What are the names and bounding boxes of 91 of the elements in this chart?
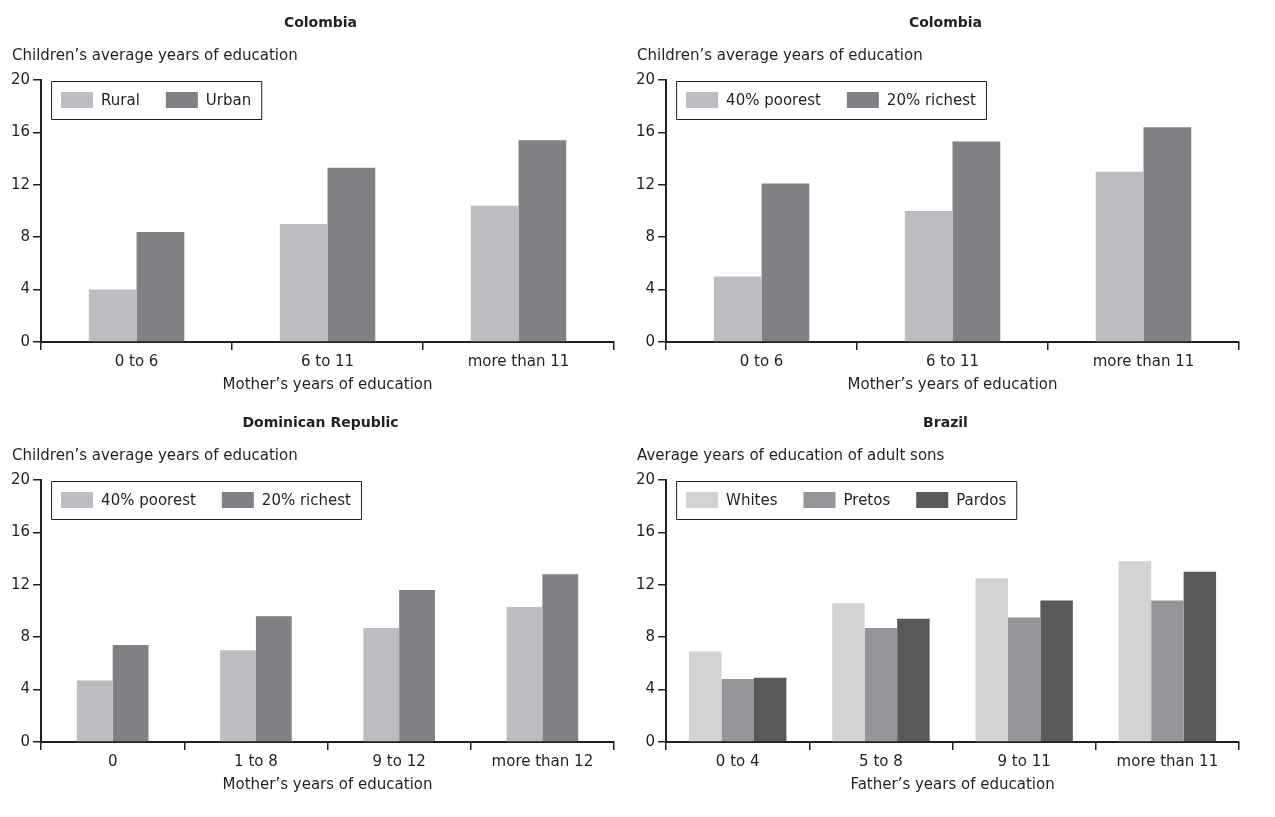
x-tick-label: 0 to 6 [739, 351, 784, 370]
x-tick-label: more than 12 [491, 751, 594, 770]
y-axis-title: Children’s average years of education [637, 46, 924, 66]
bar [470, 205, 519, 342]
x-axis-title: Mother’s years of education [222, 774, 433, 793]
x-axis-title: Father’s years of education [850, 774, 1055, 793]
y-tick-label: 4 [645, 679, 656, 698]
y-tick-label: 12 [10, 574, 31, 593]
y-tick-label: 20 [10, 469, 31, 488]
x-tick-label: 1 to 8 [234, 751, 278, 770]
bar [255, 616, 292, 742]
y-tick-label: 4 [20, 279, 31, 298]
x-tick-label: 9 to 12 [372, 751, 426, 770]
y-tick-label: 4 [645, 279, 656, 298]
y-tick-label: 12 [635, 574, 656, 593]
bar [975, 578, 1008, 742]
x-tick-label: more than 11 [1092, 351, 1195, 370]
y-tick-label: 16 [635, 122, 656, 141]
bar [1095, 171, 1144, 342]
bar [721, 679, 754, 742]
legend-label: Pretos [843, 490, 891, 509]
x-tick-label: 6 to 11 [925, 351, 980, 370]
y-tick-label: 16 [10, 122, 31, 141]
bar [76, 680, 113, 742]
bar [399, 590, 435, 742]
legend-label: Rural [101, 90, 140, 109]
y-tick-label: 8 [20, 227, 31, 246]
bar [952, 141, 1001, 342]
bar [832, 603, 865, 742]
bar [761, 183, 810, 342]
x-tick-label: 0 to 4 [715, 751, 760, 770]
x-tick-label: more than 11 [1116, 751, 1219, 770]
legend-label: Pardos [956, 490, 1007, 509]
y-axis-title: Children’s average years of education [12, 46, 299, 66]
x-tick-label: 9 to 11 [997, 751, 1051, 770]
x-axis-title: Mother’s years of education [222, 374, 433, 393]
y-tick-label: 16 [635, 522, 656, 541]
x-tick-label: 0 to 6 [114, 351, 159, 370]
y-tick-label: 20 [635, 69, 656, 88]
bar [279, 224, 328, 342]
y-tick-label: 20 [10, 69, 31, 88]
y-tick-label: 4 [20, 679, 31, 698]
y-tick-label: 0 [645, 331, 656, 350]
legend-label: 20% richest [886, 90, 977, 109]
bar [112, 645, 149, 742]
y-tick-label: 0 [20, 731, 31, 750]
bar [897, 618, 930, 742]
legend-label: Whites [726, 490, 778, 509]
bar [904, 211, 953, 342]
bar [506, 607, 543, 742]
bar [1143, 127, 1192, 342]
x-tick-label: 5 to 8 [859, 751, 903, 770]
legend-label: 40% poorest [101, 490, 196, 509]
bar [1007, 617, 1041, 742]
chart-title: Colombia [907, 14, 984, 32]
y-axis-title: Average years of education of adult sons [637, 446, 946, 466]
y-tick-label: 8 [645, 627, 656, 646]
bar [518, 140, 567, 342]
bar [542, 574, 579, 742]
y-tick-label: 16 [10, 522, 31, 541]
chart-title: Colombia [282, 14, 359, 32]
y-tick-label: 12 [635, 174, 656, 193]
legend-label: 20% richest [261, 490, 352, 509]
bar [327, 167, 376, 342]
y-tick-label: 0 [645, 731, 656, 750]
bar [88, 289, 137, 342]
bar [1040, 600, 1073, 742]
bar [689, 651, 722, 742]
y-tick-label: 8 [20, 627, 31, 646]
bar [864, 628, 898, 742]
bar [1151, 600, 1184, 742]
bar [220, 650, 256, 742]
bar [1118, 561, 1152, 742]
y-tick-label: 8 [645, 227, 656, 246]
y-tick-label: 12 [10, 174, 31, 193]
chart-title: Brazil [922, 414, 969, 432]
y-axis-title: Children’s average years of education [12, 446, 299, 466]
chart-title: Dominican Republic [241, 414, 400, 432]
bar [1183, 571, 1217, 742]
x-tick-label: 0 [107, 751, 118, 770]
legend-label: 40% poorest [726, 90, 821, 109]
bar [136, 231, 185, 342]
bar [363, 628, 400, 742]
y-tick-label: 0 [20, 331, 31, 350]
legend-label: Urban [205, 90, 252, 109]
bar [713, 276, 762, 342]
y-tick-label: 20 [635, 469, 656, 488]
x-tick-label: more than 11 [467, 351, 570, 370]
x-tick-label: 6 to 11 [300, 351, 355, 370]
x-axis-title: Mother’s years of education [847, 374, 1058, 393]
bar [753, 677, 787, 742]
